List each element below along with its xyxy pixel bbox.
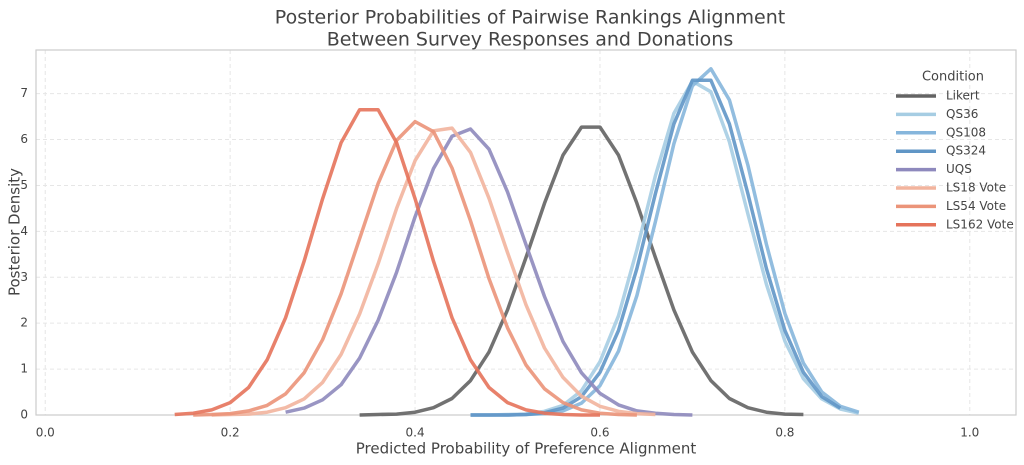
legend-label: QS324	[946, 144, 986, 158]
plot-frame	[35, 49, 1017, 416]
x-tick-label: 0.4	[406, 426, 425, 440]
density-line	[359, 125, 804, 417]
legend-label: LS54 Vote	[946, 199, 1006, 213]
y-tick-label: 4	[20, 224, 28, 238]
legend-label: QS108	[946, 125, 986, 139]
legend-label: QS36	[946, 107, 978, 121]
y-tick-label: 2	[20, 316, 28, 330]
y-tick-label: 7	[20, 86, 28, 100]
density-line	[470, 78, 842, 417]
y-tick-label: 5	[20, 178, 28, 192]
x-tick-label: 0.6	[590, 426, 609, 440]
y-tick-label: 1	[20, 362, 28, 376]
legend-label: Likert	[946, 89, 980, 103]
legend: Condition Likert QS36 QS108 QS324 UQS LS18 Vot…	[896, 70, 1014, 231]
legend-label: UQS	[946, 162, 972, 176]
legend-label: LS162 Vote	[946, 217, 1014, 231]
x-tick-label: 1.0	[960, 426, 979, 440]
legend-label: LS18 Vote	[946, 181, 1006, 195]
y-axis-label: Posterior Density	[6, 168, 24, 296]
y-tick-label: 0	[20, 408, 28, 422]
x-tick-label: 0.2	[221, 426, 240, 440]
density-line	[193, 119, 637, 417]
density-line	[174, 107, 600, 417]
legend-title: Condition	[922, 70, 984, 85]
y-tick-label: 6	[20, 132, 28, 146]
chart-title: Posterior Probabilities of Pairwise Rank…	[275, 7, 785, 29]
chart-subtitle: Between Survey Responses and Donations	[327, 29, 734, 51]
y-tick-label: 3	[20, 270, 28, 284]
x-axis-label: Predicted Probability of Preference Alig…	[356, 440, 697, 458]
x-tick-label: 0.8	[775, 426, 794, 440]
density-line	[285, 127, 693, 417]
x-tick-label: 0.0	[36, 426, 55, 440]
